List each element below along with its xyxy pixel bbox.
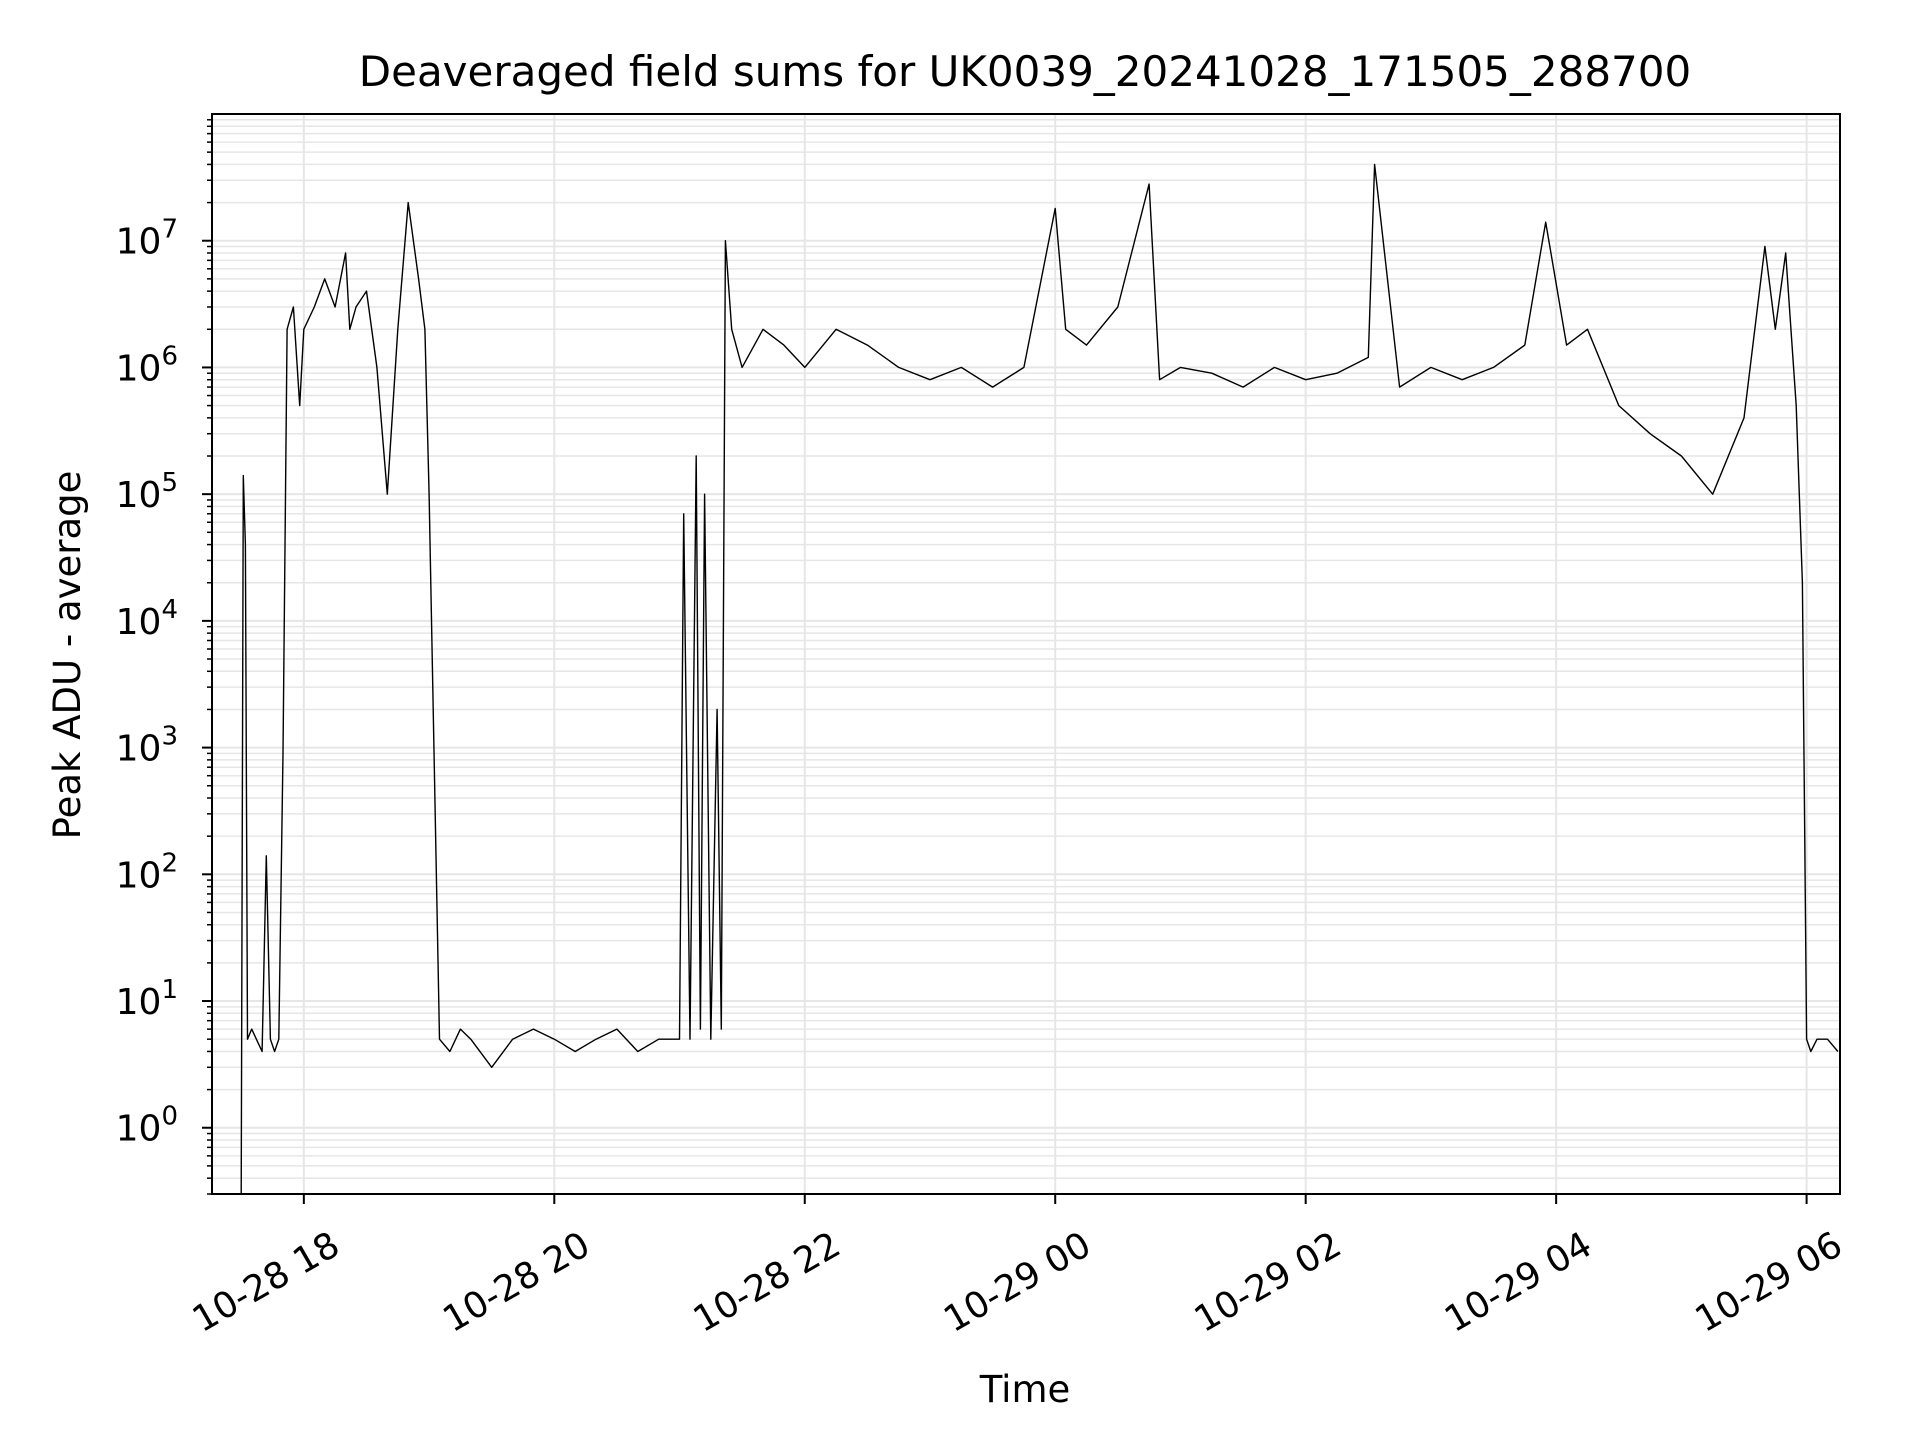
series-line	[240, 163, 1839, 1195]
x-axis-label: Time	[979, 1368, 1071, 1411]
y-tick-label: 107	[116, 215, 178, 263]
y-tick-label: 103	[116, 722, 178, 770]
series-layer	[240, 163, 1839, 1195]
y-tick-label: 104	[116, 595, 178, 643]
y-tick-label: 105	[116, 468, 178, 516]
grid	[212, 113, 1840, 1195]
plot-area-frame	[211, 113, 1841, 1195]
y-tick-label: 101	[116, 975, 178, 1023]
y-tick-label: 102	[116, 848, 178, 896]
y-axis-label: Peak ADU - average	[46, 471, 89, 840]
y-tick-label: 106	[116, 341, 178, 389]
y-axis: 100 101 102 103 104 105 106 107	[116, 215, 212, 1150]
chart-title: Deaveraged field sums for UK0039_2024102…	[359, 47, 1691, 96]
y-tick-label: 100	[116, 1102, 178, 1150]
